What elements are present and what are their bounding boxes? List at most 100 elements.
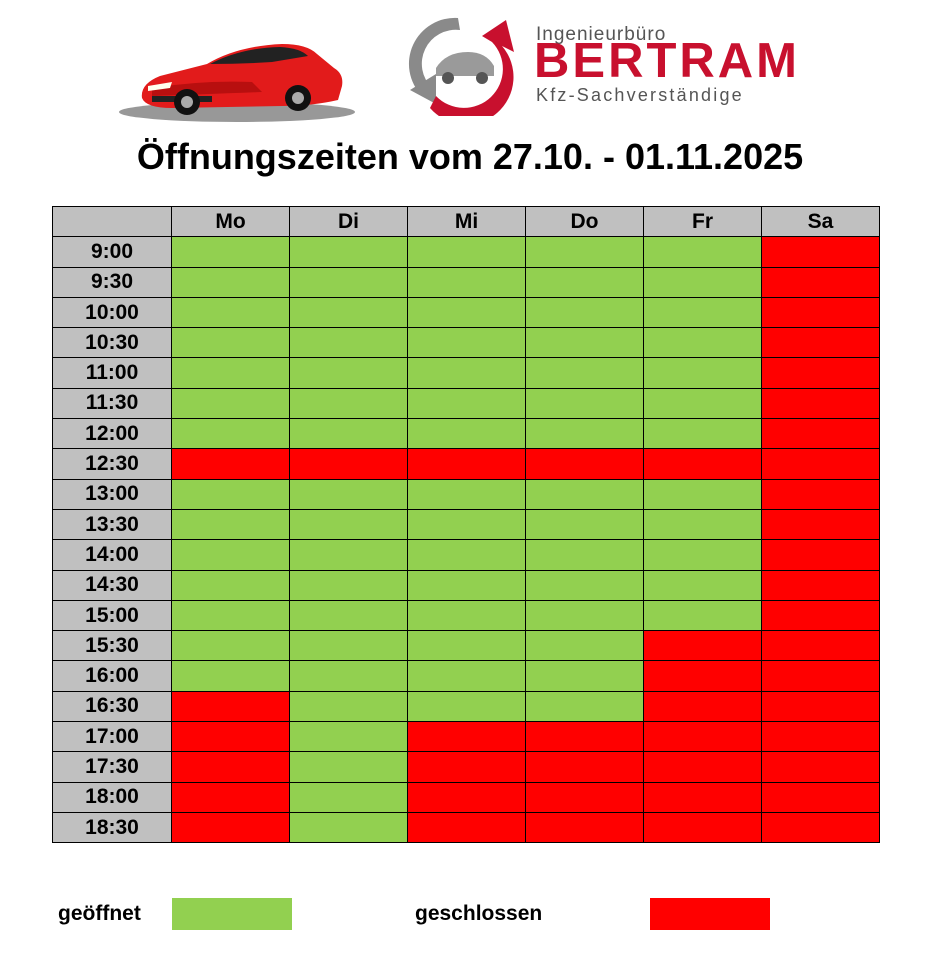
- slot-open: [289, 539, 408, 571]
- slot-open: [407, 327, 526, 359]
- slot-open: [171, 236, 290, 268]
- slot-closed: [761, 387, 880, 420]
- day-header: Sa: [761, 205, 880, 238]
- time-label: 17:30: [52, 751, 172, 783]
- slot-open: [289, 599, 408, 632]
- slot-closed: [761, 327, 880, 359]
- table-corner-cell: [52, 205, 172, 238]
- slot-open: [289, 418, 408, 450]
- slot-open: [643, 266, 762, 298]
- time-label: 14:00: [52, 539, 172, 571]
- slot-closed: [761, 690, 880, 723]
- slot-closed: [643, 721, 762, 753]
- slot-closed: [761, 781, 880, 813]
- slot-open: [171, 296, 290, 329]
- slot-open: [407, 296, 526, 329]
- slot-open: [525, 539, 644, 571]
- slot-open: [643, 569, 762, 601]
- slot-closed: [761, 569, 880, 601]
- slot-closed: [643, 630, 762, 662]
- slot-open: [407, 660, 526, 692]
- slot-closed: [761, 236, 880, 268]
- table-row: 16:00: [52, 660, 880, 692]
- slot-closed: [171, 811, 290, 844]
- slot-closed: [761, 721, 880, 753]
- slot-closed: [643, 781, 762, 813]
- slot-open: [525, 478, 644, 510]
- slot-open: [171, 418, 290, 450]
- table-row: 9:00: [52, 236, 880, 268]
- table-row: 11:30: [52, 387, 880, 420]
- slot-open: [407, 569, 526, 601]
- slot-open: [289, 478, 408, 510]
- day-header: Mi: [407, 205, 526, 238]
- table-row: 18:30: [52, 811, 880, 844]
- slot-closed: [761, 539, 880, 571]
- slot-closed: [407, 448, 526, 480]
- slot-open: [289, 266, 408, 298]
- slot-closed: [171, 751, 290, 783]
- slot-closed: [761, 418, 880, 450]
- slot-open: [525, 630, 644, 662]
- slot-open: [525, 296, 644, 329]
- slot-open: [643, 599, 762, 632]
- slot-closed: [525, 751, 644, 783]
- slot-closed: [525, 781, 644, 813]
- slot-open: [171, 599, 290, 632]
- time-label: 9:30: [52, 266, 172, 298]
- slot-open: [643, 387, 762, 420]
- slot-open: [171, 327, 290, 359]
- slot-closed: [171, 448, 290, 480]
- table-row: 13:30: [52, 508, 880, 541]
- slot-closed: [761, 448, 880, 480]
- table-row: 10:00: [52, 296, 880, 329]
- slot-open: [171, 266, 290, 298]
- time-label: 14:30: [52, 569, 172, 601]
- time-label: 10:30: [52, 327, 172, 359]
- table-header-row: Mo Di Mi Do Fr Sa: [52, 205, 880, 238]
- slot-open: [289, 387, 408, 420]
- slot-open: [289, 236, 408, 268]
- slot-closed: [761, 357, 880, 389]
- slot-closed: [407, 811, 526, 844]
- slot-closed: [525, 448, 644, 480]
- table-row: 15:30: [52, 630, 880, 662]
- page-title: Öffnungszeiten vom 27.10. - 01.11.2025: [136, 136, 804, 177]
- slot-open: [643, 418, 762, 450]
- table-row: 12:00: [52, 418, 880, 450]
- slot-closed: [407, 781, 526, 813]
- slot-open: [525, 660, 644, 692]
- time-label: 11:30: [52, 387, 172, 420]
- slot-open: [525, 236, 644, 268]
- slot-open: [643, 296, 762, 329]
- table-body: 9:00 9:30 10:00 10:30 11:00 11:30 12:00 12:30 13…: [52, 236, 880, 844]
- slot-closed: [525, 721, 644, 753]
- slot-closed: [761, 599, 880, 632]
- slot-open: [525, 690, 644, 723]
- legend-closed-label: geschlossen: [415, 902, 543, 925]
- day-header: Do: [525, 205, 644, 238]
- slot-closed: [761, 478, 880, 510]
- slot-open: [171, 660, 290, 692]
- table-row: 15:00: [52, 599, 880, 632]
- table-row: 17:30: [52, 751, 880, 783]
- slot-open: [407, 508, 526, 541]
- slot-open: [289, 781, 408, 813]
- slot-closed: [643, 751, 762, 783]
- table-row: 18:00: [52, 781, 880, 813]
- slot-closed: [761, 660, 880, 692]
- slot-open: [525, 327, 644, 359]
- slot-closed: [761, 811, 880, 844]
- opening-hours-table: Mo Di Mi Do Fr Sa 9:00 9:30 10:00 10:30 11:0…: [52, 205, 880, 844]
- slot-open: [171, 508, 290, 541]
- slot-open: [289, 630, 408, 662]
- slot-open: [289, 751, 408, 783]
- slot-closed: [525, 811, 644, 844]
- time-label: 12:00: [52, 418, 172, 450]
- legend-open-label: geöffnet: [58, 902, 141, 925]
- slot-open: [643, 539, 762, 571]
- slot-open: [525, 357, 644, 389]
- slot-open: [289, 508, 408, 541]
- time-label: 16:00: [52, 660, 172, 692]
- time-label: 18:30: [52, 811, 172, 844]
